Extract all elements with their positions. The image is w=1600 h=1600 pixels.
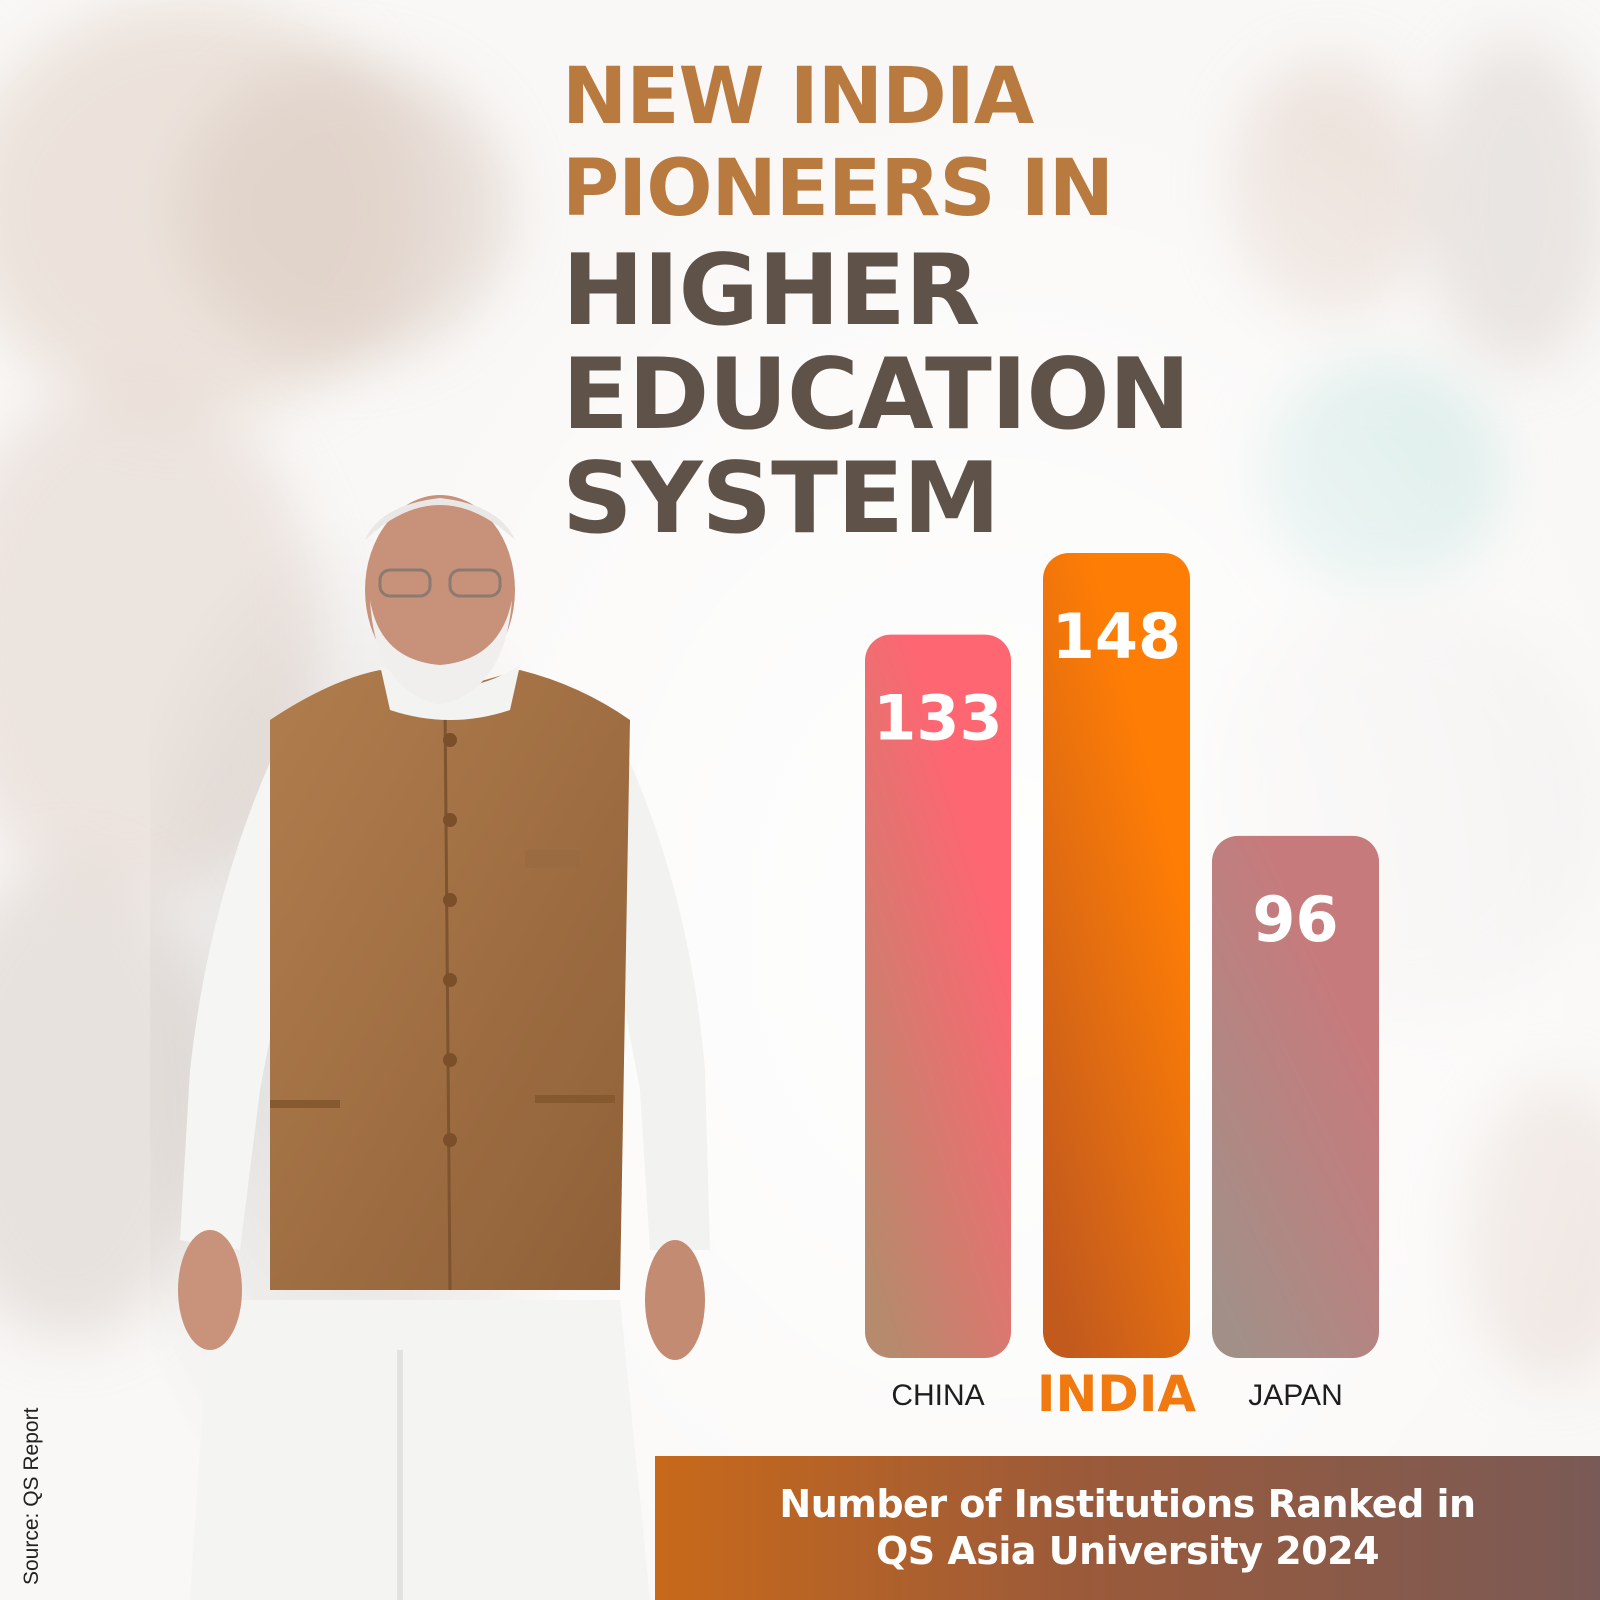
headline-line-3: HIGHER bbox=[562, 234, 980, 348]
bar-value-india: 148 bbox=[1052, 600, 1181, 673]
category-label-japan: JAPAN bbox=[1248, 1379, 1342, 1412]
source-note: Source: QS Report bbox=[20, 1407, 43, 1585]
headline-line-1: NEW INDIA bbox=[562, 52, 1034, 142]
caption-line-2: QS Asia University 2024 bbox=[875, 1529, 1380, 1573]
person-photo bbox=[150, 495, 710, 1600]
bar-value-japan: 96 bbox=[1252, 883, 1338, 956]
bar-india bbox=[1043, 553, 1190, 1358]
bar-value-china: 133 bbox=[873, 682, 1002, 755]
headline-line-5: SYSTEM bbox=[562, 442, 1000, 556]
category-label-china: CHINA bbox=[891, 1379, 984, 1412]
caption-band: Number of Institutions Ranked in QS Asia… bbox=[655, 1456, 1600, 1600]
bar-japan bbox=[1212, 835, 1379, 1358]
category-label-india: INDIA bbox=[1037, 1365, 1197, 1423]
bar-china bbox=[865, 634, 1011, 1358]
headline: NEW INDIA PIONEERS IN HIGHER EDUCATION S… bbox=[562, 52, 1191, 556]
headline-line-4: EDUCATION bbox=[562, 338, 1191, 452]
headline-line-2: PIONEERS IN bbox=[562, 144, 1114, 234]
caption-line-1: Number of Institutions Ranked in bbox=[779, 1481, 1476, 1526]
